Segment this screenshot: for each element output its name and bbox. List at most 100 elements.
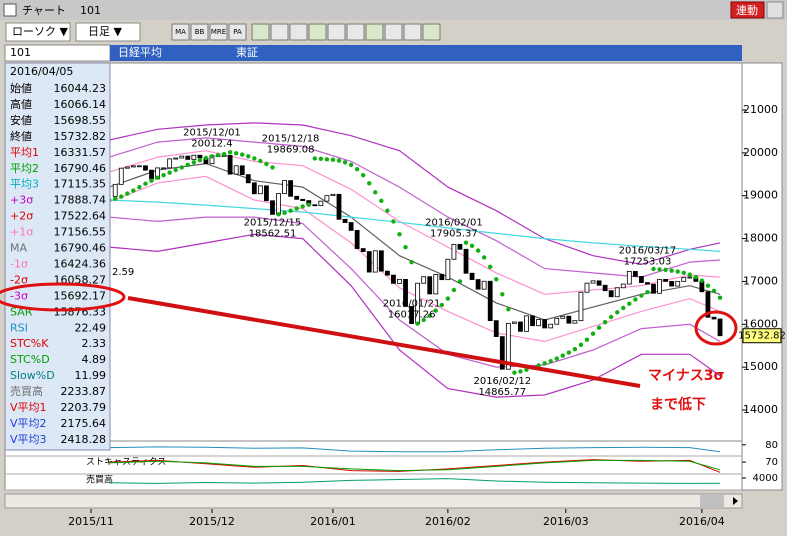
scrollbar[interactable] xyxy=(4,493,743,509)
panel-value: 15732.82 xyxy=(54,130,107,143)
tool-icon[interactable] xyxy=(403,23,422,41)
sar-dot xyxy=(385,208,390,213)
period-label[interactable]: 日足 ▼ xyxy=(88,25,122,38)
candle xyxy=(512,321,517,324)
candle xyxy=(270,200,275,215)
panel-value: 17522.64 xyxy=(54,210,107,223)
tool-icon[interactable] xyxy=(270,23,289,41)
pointer-line xyxy=(127,296,641,388)
sar-dot xyxy=(227,150,233,155)
sar-dot xyxy=(451,287,457,293)
candle xyxy=(342,218,348,223)
sar-dot xyxy=(119,194,124,199)
annotation-value: 20012.4 xyxy=(191,138,232,149)
info-bar xyxy=(110,45,742,61)
y-tick-label: 14000 xyxy=(743,403,778,416)
market-name: 東証 xyxy=(236,46,258,59)
annotation-date: 2015/12/15 xyxy=(244,217,302,228)
candle xyxy=(518,321,523,332)
candle xyxy=(463,248,469,274)
candle xyxy=(499,336,505,370)
candle xyxy=(560,315,566,319)
annotation-value: 18562.51 xyxy=(249,228,297,239)
tool-icon[interactable] xyxy=(346,23,365,41)
tool-icon[interactable] xyxy=(251,23,270,41)
panel-label: 始値 xyxy=(10,81,32,95)
tool-icon-label[interactable]: BB xyxy=(195,28,205,36)
sar-dot xyxy=(602,319,608,325)
sar-dot xyxy=(246,154,251,159)
panel-label: STC%D xyxy=(10,353,50,366)
candle xyxy=(227,155,233,175)
candle xyxy=(372,250,378,273)
candle xyxy=(651,283,656,294)
app-icon xyxy=(3,3,17,17)
sar-dot xyxy=(318,156,324,162)
candle xyxy=(233,165,239,175)
tool-icon-label[interactable]: PA xyxy=(233,28,242,36)
period-select[interactable] xyxy=(75,22,141,42)
candle xyxy=(397,278,402,284)
tool-icon[interactable] xyxy=(327,23,346,41)
panel-value: 16790.46 xyxy=(54,242,107,255)
price-axis-area xyxy=(741,62,783,491)
tool-icon[interactable] xyxy=(308,23,327,41)
tool-icon[interactable] xyxy=(171,23,190,41)
candle xyxy=(590,280,596,284)
tool-icon[interactable] xyxy=(209,23,228,41)
sar-dot xyxy=(391,219,396,224)
sar-dot xyxy=(554,356,559,361)
window-title: チャート xyxy=(22,4,66,17)
candle xyxy=(505,322,511,370)
sar-dot xyxy=(500,292,505,297)
tool-icon[interactable] xyxy=(365,23,384,41)
panel-value: 17888.74 xyxy=(54,194,107,207)
y-tick-label: 4000 xyxy=(753,473,778,484)
sar-dot xyxy=(584,337,590,342)
price-tag-label: 15732.82 xyxy=(738,331,786,342)
cut-label: 2.59 xyxy=(112,267,134,278)
tool-icon[interactable] xyxy=(289,23,308,41)
y-tick-label: 19000 xyxy=(743,189,778,202)
link-button-label[interactable]: 連動 xyxy=(736,3,758,17)
sar-dot xyxy=(131,188,136,193)
candle xyxy=(536,319,541,327)
sar-dot xyxy=(397,232,402,237)
sar-dot xyxy=(621,305,626,311)
sar-dot xyxy=(445,296,451,301)
sar-dot xyxy=(330,157,336,162)
tool-icon[interactable] xyxy=(422,23,441,41)
candle xyxy=(421,276,427,284)
y-tick-label: 20000 xyxy=(743,146,778,159)
tool-icon-label[interactable]: MA xyxy=(175,28,186,36)
tool-icon[interactable] xyxy=(228,23,247,41)
candle xyxy=(548,323,554,329)
scroll-thumb[interactable] xyxy=(700,495,724,507)
y-tick-label: 80 xyxy=(765,440,778,451)
sar-dot xyxy=(494,277,499,282)
band-line xyxy=(109,233,721,398)
panel-label: +1σ xyxy=(10,226,33,239)
chart-kind-label[interactable]: ローソク ▼ xyxy=(12,25,68,38)
panel-value: 15698.55 xyxy=(54,114,107,127)
candle xyxy=(554,317,560,325)
scroll-arrow[interactable] xyxy=(733,497,738,505)
panel-value: 2.33 xyxy=(82,337,107,350)
candle xyxy=(251,182,257,195)
chart-kind-select[interactable] xyxy=(5,22,71,42)
candle xyxy=(336,193,342,220)
candle xyxy=(669,281,675,287)
x-tick-label: 2016/01 xyxy=(310,515,356,528)
candle xyxy=(487,280,493,322)
sar-dot xyxy=(469,243,475,249)
x-tick-label: 2015/12 xyxy=(189,515,235,528)
tool-icon[interactable] xyxy=(384,23,403,41)
link-button[interactable] xyxy=(730,1,765,19)
tool-icon[interactable] xyxy=(190,23,209,41)
candle xyxy=(318,200,324,207)
tool-icon-label[interactable]: MRE xyxy=(211,28,226,36)
band-line xyxy=(109,199,721,252)
close-button[interactable] xyxy=(766,1,784,19)
sar-dot xyxy=(615,310,620,315)
sar-dot xyxy=(548,358,553,364)
